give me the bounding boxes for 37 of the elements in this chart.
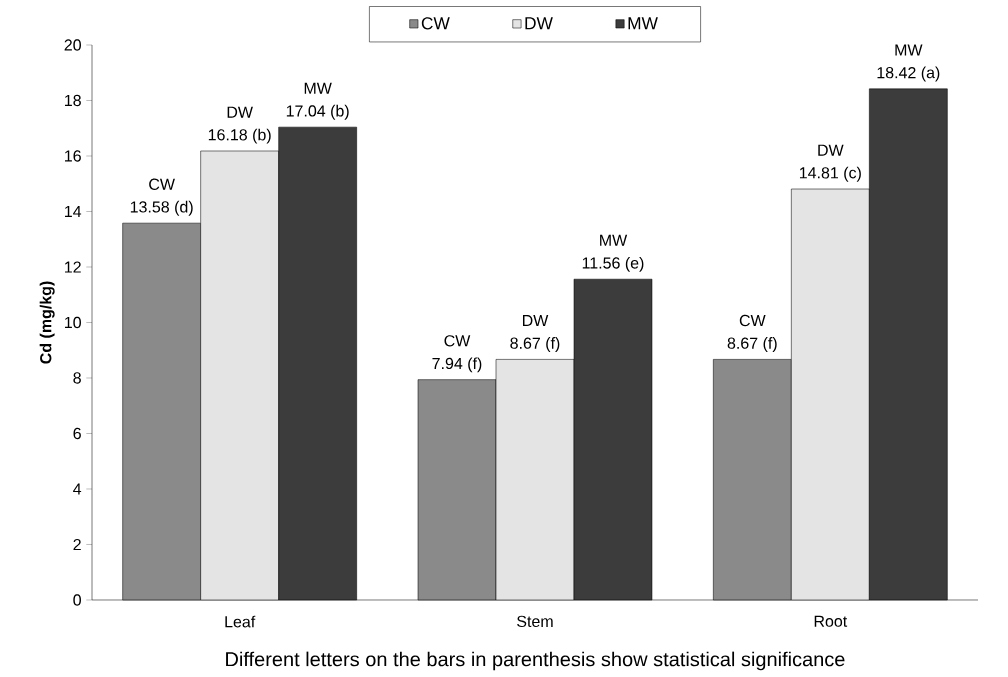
- y-tick-label: 8: [73, 372, 81, 384]
- y-axis-title: Cd (mg/kg): [39, 281, 55, 364]
- x-tick-label: Leaf: [225, 615, 256, 628]
- data-label: 14.81 (c): [799, 166, 861, 182]
- text: MW: [600, 234, 628, 246]
- text: DW: [818, 144, 844, 156]
- data-label: 13.58 (d): [130, 200, 193, 216]
- text: DW: [522, 315, 549, 327]
- text: DW: [227, 106, 253, 118]
- data-label: 8.67 (f): [510, 337, 560, 353]
- text: CW: [739, 314, 766, 327]
- y-tick-label: 14: [65, 205, 82, 217]
- data-label: 7.94 (f): [432, 357, 482, 373]
- data-label: 8.67 (f): [727, 337, 777, 353]
- data-label: 17.04 (b): [286, 104, 349, 120]
- y-tick-label: 0: [73, 594, 81, 606]
- text: MW: [304, 82, 332, 94]
- data-label: 11.56 (e): [582, 256, 644, 272]
- y-tick-label: 18: [65, 94, 81, 107]
- y-tick-label: 20: [64, 39, 81, 51]
- text: CW: [444, 335, 471, 347]
- x-axis-title: Different letters on the bars in parenthesis show statistical significance: [226, 651, 845, 671]
- y-tick-label: 12: [65, 261, 81, 273]
- data-label: 18.42 (a): [877, 66, 940, 82]
- data-label: 16.18 (b): [208, 128, 271, 144]
- x-tick-label: Stem: [517, 615, 553, 628]
- legend-label: CW: [421, 17, 450, 30]
- text: MW: [895, 44, 923, 56]
- x-tick-label: Root: [814, 615, 848, 627]
- y-tick-label: 2: [73, 538, 81, 551]
- text: CW: [149, 178, 175, 190]
- y-tick-label: 10: [65, 316, 81, 329]
- y-tick-label: 4: [73, 483, 82, 495]
- legend-label: DW: [525, 17, 553, 30]
- y-tick-label: 6: [73, 427, 81, 440]
- y-tick-label: 16: [65, 150, 81, 162]
- legend-label: MW: [628, 17, 658, 30]
